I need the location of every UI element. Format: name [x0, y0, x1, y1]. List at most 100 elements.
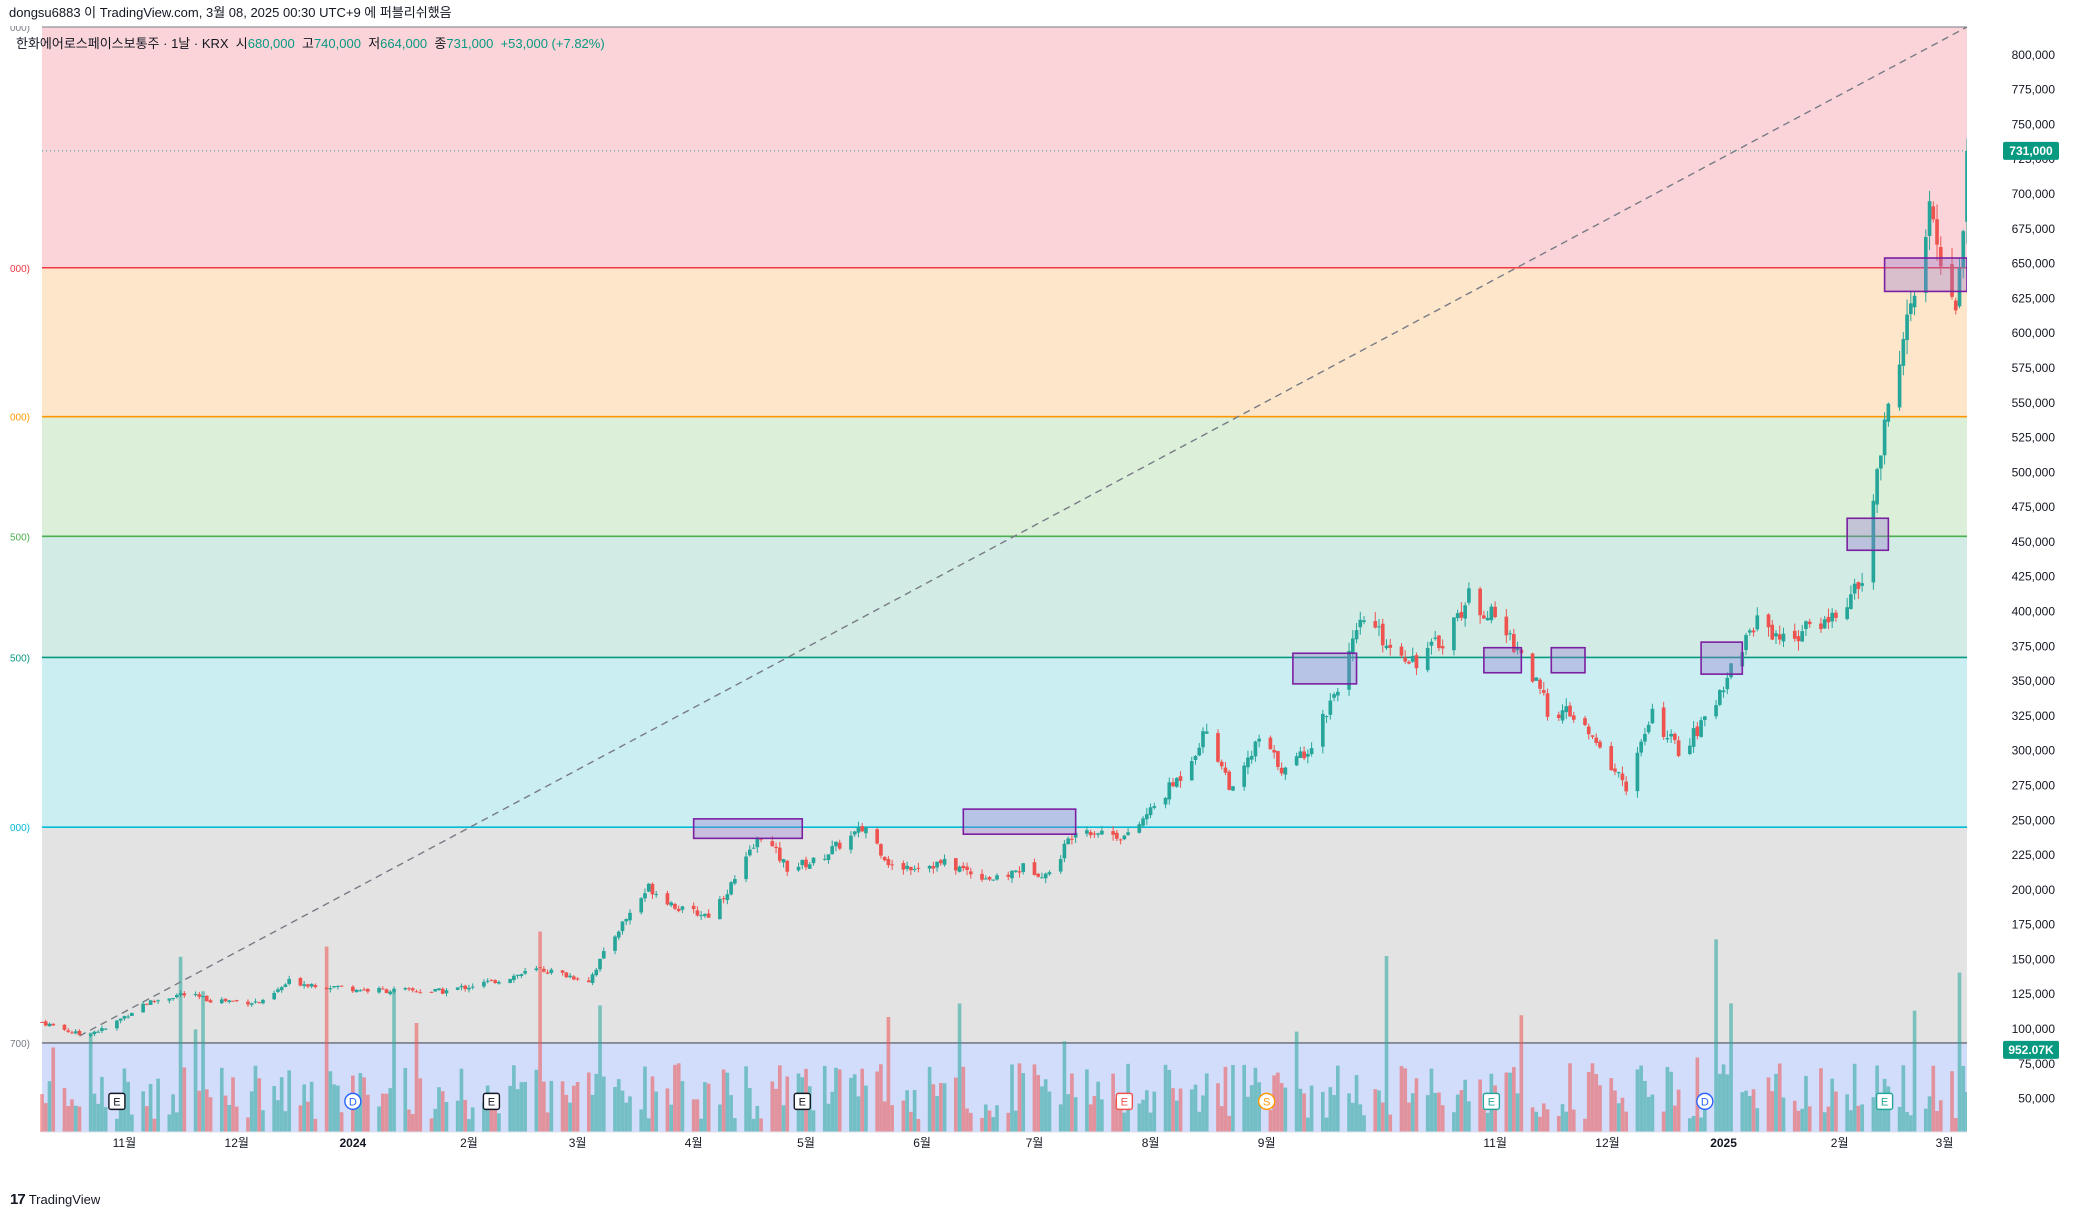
published-by-bar: dongsu6883 이 TradingView.com, 3월 08, 202…: [0, 0, 2076, 26]
volume-bar: [1223, 1066, 1228, 1132]
candle-body: [725, 894, 730, 900]
high-value: 740,000: [313, 36, 361, 51]
volume-bar: [1388, 1114, 1393, 1132]
candle-body: [571, 976, 576, 980]
volume-bar: [126, 1081, 130, 1132]
volume-bar: [1036, 1075, 1041, 1132]
volume-bar: [1931, 1065, 1936, 1132]
candle-body: [1938, 247, 1943, 267]
candle-body: [1770, 624, 1775, 640]
open-label: 시: [235, 36, 248, 51]
candle-body: [1583, 718, 1587, 726]
candle-body: [1437, 635, 1441, 648]
volume-bar: [1571, 1109, 1576, 1132]
candle-body: [957, 866, 962, 872]
price-tick-label: 50,000: [2018, 1092, 2055, 1106]
volume-bar: [418, 1078, 423, 1132]
volume-bar: [673, 1064, 677, 1132]
volume-bar: [1122, 1112, 1127, 1132]
candle-body: [1774, 633, 1778, 637]
volume-bar: [965, 1108, 969, 1132]
candle-body: [388, 991, 393, 995]
candle-body: [1613, 768, 1617, 772]
candle-body: [545, 972, 550, 974]
volume-bar: [1744, 1090, 1748, 1132]
volume-bar: [935, 1095, 939, 1132]
volume-bar: [1425, 1095, 1430, 1132]
volume-bar: [167, 1114, 172, 1132]
volume-bar: [1163, 1064, 1168, 1132]
volume-bar: [995, 1105, 999, 1132]
marker-letter: E: [113, 1096, 120, 1108]
candle-body: [1193, 755, 1198, 760]
volume-bar: [515, 1089, 520, 1132]
candle-body: [279, 987, 284, 991]
candle-body: [283, 984, 288, 987]
candle-body: [1040, 877, 1044, 879]
volume-bar: [489, 1094, 494, 1132]
volume-bar: [1717, 1073, 1722, 1132]
volume-bar: [1306, 1117, 1310, 1132]
candle-body: [234, 1000, 239, 1002]
candle-body: [1826, 616, 1831, 623]
candle-body: [1223, 767, 1228, 773]
candle-body: [628, 912, 632, 921]
candle-body: [366, 988, 370, 992]
volume-bar: [1598, 1085, 1602, 1132]
volume-bar: [279, 1077, 284, 1132]
volume-bar: [1257, 1082, 1261, 1132]
candle-body: [1219, 761, 1224, 767]
candle-body: [1695, 726, 1700, 736]
volume-bar: [1826, 1106, 1831, 1132]
candle-body: [669, 902, 674, 906]
candle-body: [1006, 874, 1011, 877]
price-tick-label: 125,000: [2012, 987, 2056, 1001]
fib-zone: [42, 416, 1967, 537]
volume-bar: [1242, 1064, 1247, 1132]
volume-bar: [70, 1099, 74, 1132]
candle-body: [418, 992, 423, 994]
volume-bar: [208, 1097, 213, 1132]
candle-body: [980, 873, 984, 880]
volume-bar: [1961, 1065, 1966, 1132]
candle-body: [141, 1003, 145, 1013]
marker-letter: E: [1488, 1096, 1495, 1108]
earnings-marker-icon: [1875, 1092, 1894, 1111]
marker-letter: E: [799, 1096, 806, 1108]
volume-bar: [1665, 1066, 1670, 1132]
volume-bar: [676, 1063, 681, 1132]
candle-body: [246, 1001, 250, 1005]
candle-body: [1871, 500, 1876, 583]
candle-body: [590, 974, 595, 984]
volume-bar: [1058, 1104, 1063, 1132]
candle-body: [1257, 738, 1261, 742]
candle-body: [834, 841, 838, 847]
candle-body: [1380, 623, 1385, 646]
volume-bar: [849, 1077, 853, 1132]
candle-body: [174, 994, 179, 998]
volume-bar: [961, 1066, 966, 1132]
candle-body: [455, 987, 460, 990]
candle-body: [770, 841, 775, 847]
volume-bar: [1800, 1108, 1805, 1132]
volume-bar: [62, 1088, 67, 1132]
candle-body: [1912, 295, 1917, 308]
candle-body: [1875, 469, 1879, 505]
candle-body: [253, 1001, 258, 1003]
volume-bar: [407, 1109, 411, 1132]
candle-body: [1886, 403, 1891, 422]
volume-bar: [1957, 972, 1962, 1132]
volume-bar: [1515, 1093, 1520, 1132]
marker-letter: D: [349, 1096, 357, 1108]
candle-body: [1350, 638, 1355, 654]
candle-body: [1171, 782, 1175, 787]
volume-bar: [141, 1091, 145, 1132]
fib-zone: [42, 657, 1967, 828]
candle-body: [1568, 705, 1572, 717]
candle-body: [1729, 663, 1733, 678]
tradingview-footer[interactable]: 17 TradingView: [10, 1190, 100, 1210]
price-chart[interactable]: 000) 000) 000) 500) 500) 000) 700) 800,000 775,0…: [0, 26, 2076, 1176]
candle-body: [1819, 623, 1823, 630]
volume-bar: [1923, 1108, 1928, 1132]
candle-body: [1358, 619, 1363, 628]
